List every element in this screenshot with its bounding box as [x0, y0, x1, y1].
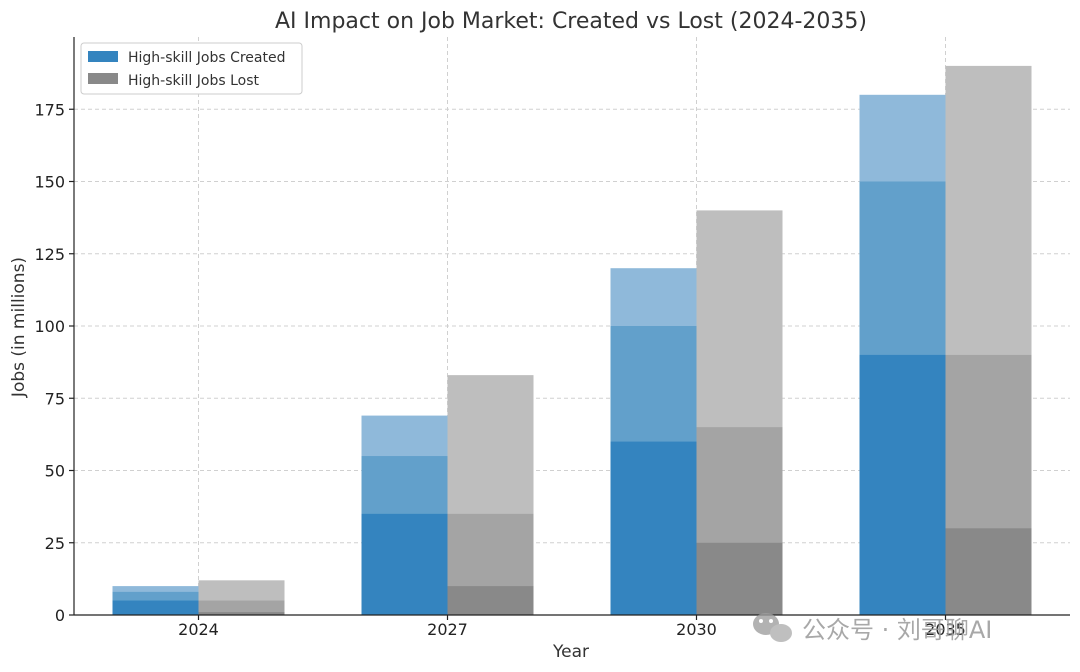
legend-label-created: High-skill Jobs Created: [128, 50, 285, 66]
y-tick-label: 0: [55, 606, 65, 625]
bar-lost: [447, 586, 534, 615]
legend: High-skill Jobs Created High-skill Jobs …: [80, 42, 303, 95]
bar-lost: [945, 528, 1032, 615]
bar-created: [610, 441, 697, 615]
bar-created: [112, 600, 199, 615]
legend-box: [80, 42, 303, 95]
bars: [112, 65, 1032, 616]
legend-swatch-created: [88, 51, 118, 62]
watermark: 公众号 · 刘哥聊AI: [753, 613, 992, 644]
y-tick-label: 150: [34, 173, 65, 192]
y-tick-label: 125: [34, 245, 65, 264]
bar-lost: [198, 600, 285, 615]
tick-labels: 0 25 50 75 100 125 150 175 2024 2027 2030 2035: [34, 100, 965, 639]
x-tick-label: 2035: [925, 620, 966, 639]
chart-title: AI Impact on Job Market: Created vs Lost…: [275, 9, 867, 34]
y-tick-label: 75: [45, 389, 65, 408]
x-tick-label: 2027: [427, 620, 468, 639]
watermark-text: 公众号 · 刘哥聊AI: [802, 616, 992, 644]
x-tick-label: 2030: [676, 620, 717, 639]
bar-created: [361, 513, 448, 615]
y-tick-label: 175: [34, 100, 65, 119]
bar-lost: [198, 612, 285, 615]
x-tick-label: 2024: [178, 620, 219, 639]
bar-lost: [696, 542, 783, 615]
y-tick-label: 25: [45, 534, 65, 553]
y-tick-label: 100: [34, 317, 65, 336]
y-axis-label: Jobs (in millions): [9, 257, 29, 398]
legend-label-lost: High-skill Jobs Lost: [128, 73, 259, 89]
bar-created: [859, 354, 946, 615]
x-axis-label: Year: [552, 642, 589, 662]
legend-swatch-lost: [88, 73, 118, 84]
wechat-icon: [753, 613, 792, 642]
y-tick-label: 50: [45, 462, 65, 481]
